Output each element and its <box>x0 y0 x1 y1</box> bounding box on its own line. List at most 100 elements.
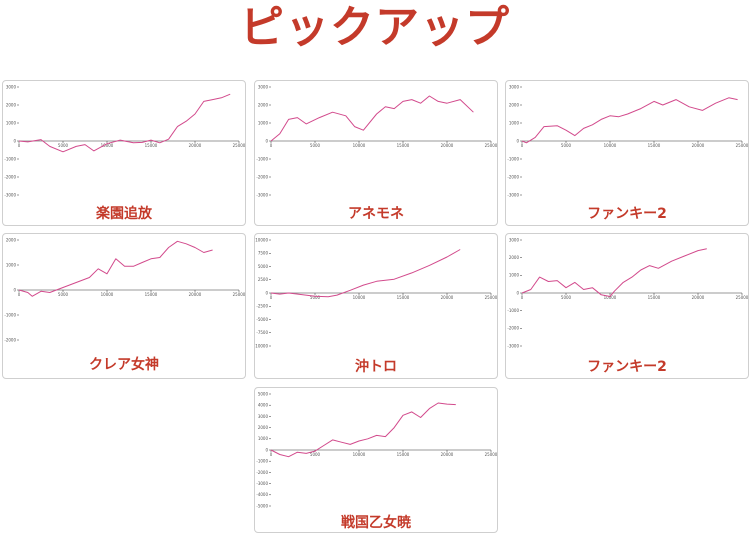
y-tick-label: 0 <box>516 138 519 143</box>
y-tick-label: -1000 <box>256 459 268 464</box>
y-tick-label: 3000 <box>509 84 520 89</box>
x-tick-label: 25000 <box>485 143 498 148</box>
x-tick-label: 25000 <box>233 292 246 297</box>
x-tick-label: 10000 <box>101 143 114 148</box>
x-tick-label: 0 <box>521 295 524 300</box>
x-tick-label: 5000 <box>58 143 69 148</box>
x-tick-label: 5000 <box>310 452 321 457</box>
chart-sengoku: 0 5000 10000 15000 20000 25000500040003000200… <box>256 391 498 508</box>
x-tick-label: 10000 <box>353 143 366 148</box>
x-tick-label: 10000 <box>353 452 366 457</box>
chart-card-funky2-b: 0 5000 10000 15000 20000 25000 3000 2000 1000 0 -1… <box>505 233 749 379</box>
x-tick-label: 20000 <box>441 295 454 300</box>
y-tick-label: -2500 <box>256 304 268 309</box>
y-tick-label: 0 <box>265 138 268 143</box>
x-tick-label: 10000 <box>604 143 617 148</box>
x-tick-label: 0 <box>270 295 273 300</box>
x-tick-label: 20000 <box>189 292 202 297</box>
x-tick-label: 25000 <box>485 295 498 300</box>
y-tick-label: -2000 <box>4 337 16 342</box>
x-tick-label: 15000 <box>648 143 661 148</box>
y-tick-label: 0 <box>13 138 16 143</box>
x-tick-label: 0 <box>521 143 524 148</box>
chart-card-claire: 0 5000 10000 15000 20000 25000 2000 1000 0 -1000-… <box>2 233 246 379</box>
y-tick-label: -2000 <box>507 326 519 331</box>
y-tick-label: 0 <box>516 290 519 295</box>
y-tick-label: 1000 <box>509 273 520 278</box>
y-tick-label: -1000 <box>4 156 16 161</box>
chart-card-funky2-a: 0 5000 10000 15000 20000 25000 3000 2000 1000 0 -1… <box>505 80 749 226</box>
x-tick-label: 20000 <box>692 295 705 300</box>
x-tick-label: 5000 <box>310 295 321 300</box>
series-line <box>18 240 213 297</box>
x-tick-label: 0 <box>270 452 273 457</box>
y-tick-label: -5000 <box>256 503 268 508</box>
x-tick-label: 20000 <box>441 143 454 148</box>
chart-rakuen: 0 5000 10000 15000 20000 250003000200010000-1… <box>4 84 246 197</box>
y-tick-label: -3000 <box>256 192 268 197</box>
x-tick-label: 15000 <box>397 452 410 457</box>
series-line <box>270 249 461 298</box>
y-tick-label: 4000 <box>258 403 269 408</box>
y-tick-label: -2000 <box>507 174 519 179</box>
y-tick-label: -10000 <box>255 343 268 348</box>
chart-claire: 0 5000 10000 15000 20000 25000200010000-1000-… <box>4 237 246 342</box>
y-tick-label: 3000 <box>6 84 17 89</box>
chart-card-okitoro: 0 5000 10000 15000 20000 25000 10000 7500 5000 25… <box>254 233 498 379</box>
x-tick-label: 0 <box>18 143 21 148</box>
y-tick-label: -3000 <box>507 192 519 197</box>
y-tick-label: 1000 <box>258 436 269 441</box>
y-tick-label: -2000 <box>256 174 268 179</box>
x-tick-label: 25000 <box>736 295 749 300</box>
y-tick-label: -1000 <box>507 156 519 161</box>
y-tick-label: 5000 <box>258 264 269 269</box>
y-tick-label: 7500 <box>258 251 269 256</box>
x-tick-label: 15000 <box>648 295 661 300</box>
y-tick-label: 1000 <box>6 262 17 267</box>
x-tick-label: 20000 <box>692 143 705 148</box>
y-tick-label: -5000 <box>256 317 268 322</box>
y-tick-label: 5000 <box>258 391 269 396</box>
series-line <box>270 95 474 142</box>
y-tick-label: -4000 <box>256 492 268 497</box>
y-tick-label: 1000 <box>258 120 269 125</box>
x-tick-label: 15000 <box>397 143 410 148</box>
series-line <box>521 97 738 144</box>
y-tick-label: -1000 <box>256 156 268 161</box>
chart-title: クレア女神 <box>89 357 159 373</box>
page-title: ピックアップ <box>240 2 510 53</box>
y-tick-label: -7500 <box>256 330 268 335</box>
x-tick-label: 10000 <box>101 292 114 297</box>
x-tick-label: 20000 <box>441 452 454 457</box>
x-tick-label: 10000 <box>604 295 617 300</box>
y-tick-label: 0 <box>13 287 16 292</box>
x-tick-label: 5000 <box>561 143 572 148</box>
y-tick-label: 2000 <box>509 255 520 260</box>
y-tick-label: 2000 <box>258 425 269 430</box>
chart-title: 戦国乙女暁 <box>341 515 411 531</box>
y-tick-label: 3000 <box>258 84 269 89</box>
y-tick-label: 0 <box>265 447 268 452</box>
x-tick-label: 0 <box>18 292 21 297</box>
chart-funky2-b: 0 5000 10000 15000 20000 250003000200010000-1… <box>507 237 749 348</box>
x-tick-label: 5000 <box>561 295 572 300</box>
series-line <box>18 93 231 153</box>
x-tick-label: 25000 <box>485 452 498 457</box>
y-tick-label: 2500 <box>258 277 269 282</box>
chart-anemone: 0 5000 10000 15000 20000 250003000200010000-1… <box>256 84 498 197</box>
x-tick-label: 25000 <box>233 143 246 148</box>
y-tick-label: -3000 <box>507 343 519 348</box>
x-tick-label: 15000 <box>145 292 158 297</box>
chart-title: アネモネ <box>348 206 404 222</box>
y-tick-label: -3000 <box>4 192 16 197</box>
x-tick-label: 5000 <box>310 143 321 148</box>
x-tick-label: 5000 <box>58 292 69 297</box>
chart-card-rakuen: 0 5000 10000 15000 20000 25000 3000 2000 1000 0 -1… <box>2 80 246 226</box>
chart-title: ファンキー2 <box>587 359 667 375</box>
x-tick-label: 25000 <box>736 143 749 148</box>
y-tick-label: 0 <box>265 290 268 295</box>
y-tick-label: -3000 <box>256 481 268 486</box>
y-tick-label: -2000 <box>4 174 16 179</box>
y-tick-label: -2000 <box>256 470 268 475</box>
y-tick-label: 2000 <box>509 102 520 107</box>
